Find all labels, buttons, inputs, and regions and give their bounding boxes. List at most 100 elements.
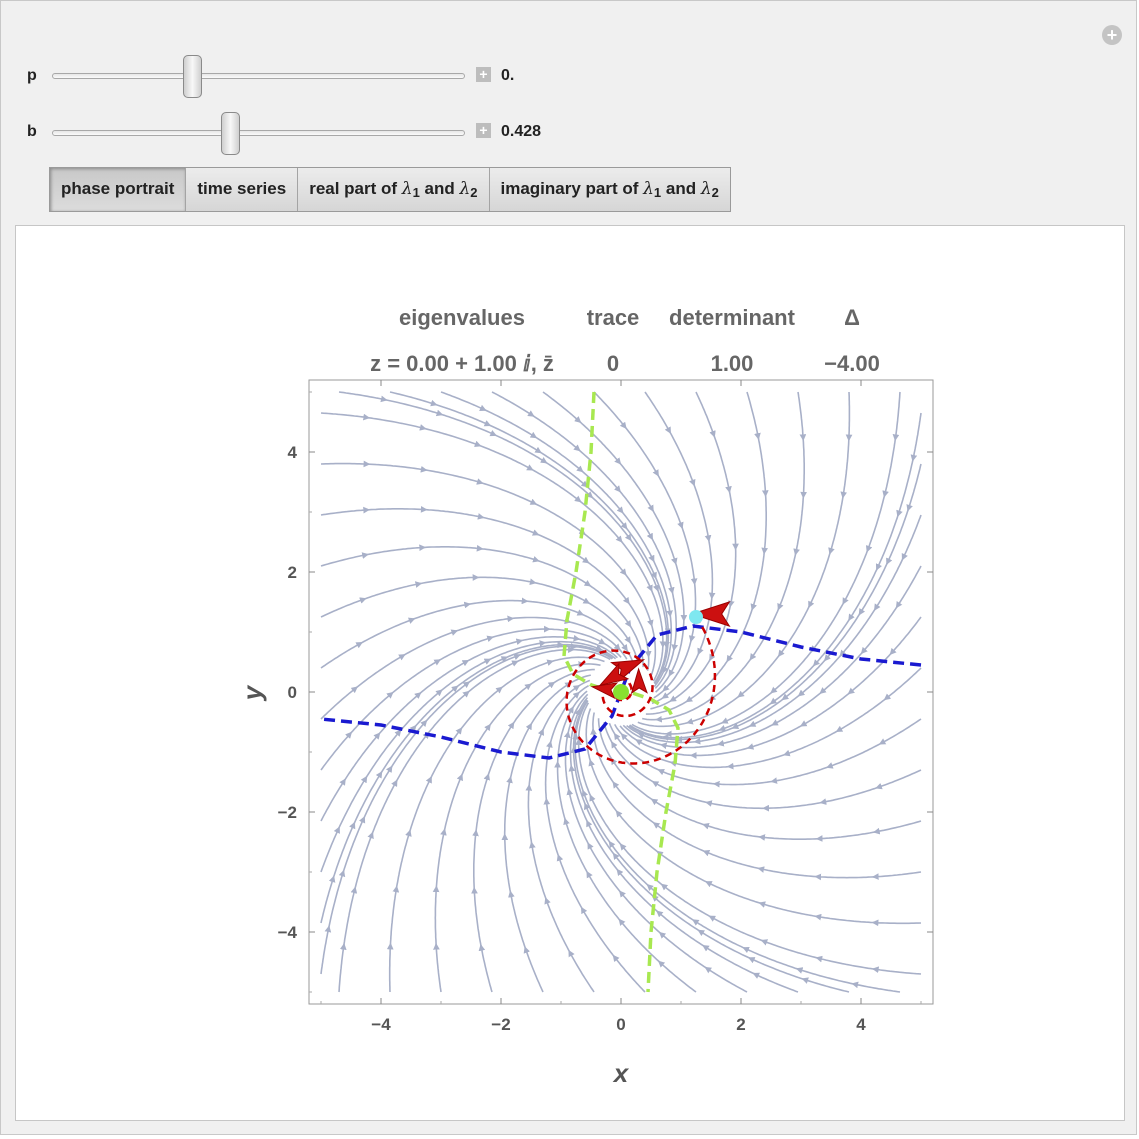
stream-arrow [532,556,540,563]
stream-arrow [708,915,717,922]
stream-arrow [355,641,363,649]
stream-arrow [529,431,538,439]
stream-arrow [478,944,486,952]
stream-arrow [486,635,494,642]
stream-arrow [910,454,918,462]
stream-arrow [823,654,831,662]
stream-arrow [671,557,678,565]
stream-arrow [656,910,664,918]
stream-arrow [621,643,628,652]
green-nullcline [562,391,610,693]
stream-arrow [697,929,706,937]
stream-arrow [874,603,881,611]
stream-arrow [414,581,423,588]
stream-arrow [568,764,576,772]
stream-arrow [839,649,847,657]
stream-arrow [523,946,531,954]
trajectory-path [565,616,717,765]
y-tick-label: 0 [288,683,297,702]
stream-arrow [666,610,673,618]
stream-arrow [896,509,903,518]
stream-arrow [573,634,581,642]
stream-arrow [398,654,406,661]
tab-imaginary-part[interactable]: imaginary part of λ1 and λ2 [489,168,730,211]
stream-arrow [489,430,497,437]
stream-arrow [409,724,417,733]
stream-arrow [686,718,694,725]
p-plus-icon[interactable]: + [476,67,491,82]
stream-arrow [814,913,822,921]
stream-arrow [614,457,622,465]
p-slider[interactable] [52,73,465,79]
stream-arrow [742,946,750,954]
stream-line [320,508,650,671]
b-plus-icon[interactable]: + [476,123,491,138]
stream-arrow [611,741,618,749]
stream-arrow [619,890,626,898]
stream-arrow [635,739,643,746]
stream-arrow [324,925,332,933]
stream-arrow [669,695,677,702]
stream-arrow [508,890,515,898]
stream-line [608,718,922,786]
stream-arrow [455,727,463,735]
stream-line [338,648,611,993]
tab-time-series[interactable]: time series [186,168,299,211]
stream-arrow [709,430,716,438]
stream-arrow [435,409,444,417]
p-slider-thumb[interactable] [183,55,203,98]
stream-arrow [648,554,655,563]
stream-arrow [367,831,374,840]
b-slider[interactable] [52,130,465,136]
stream-arrow [848,613,855,621]
stream-arrow [624,533,632,542]
stream-arrow [405,829,412,837]
stream-arrow [586,870,593,879]
stream-arrow [483,658,492,665]
stream-line [503,674,591,993]
stream-arrow [819,798,827,805]
stream-arrow [612,781,620,789]
stream-arrow [576,465,584,473]
stream-arrow [619,568,627,576]
stream-arrow [746,743,755,750]
stream-arrow [646,883,654,891]
stream-arrow [906,504,913,512]
tab-phase-portrait[interactable]: phase portrait [50,168,187,211]
stream-arrow [895,600,903,609]
add-icon[interactable]: + [1102,25,1122,45]
x-tick-label: 4 [856,1015,866,1034]
stream-arrow [507,721,515,730]
stream-arrow [563,817,570,826]
stream-line [564,693,748,993]
stream-arrow [651,781,660,788]
y-tick-label: −4 [278,923,298,942]
stream-line [597,718,922,840]
stream-line [320,643,614,924]
stream-line [320,616,628,720]
stream-line [569,697,799,993]
view-tabs: phase portrait time series real part of … [49,167,731,212]
p-label: p [27,67,37,84]
stream-arrow [483,773,490,781]
stream-arrow [572,691,580,699]
stream-arrow [338,869,346,878]
stream-arrow [770,777,778,784]
tab-real-part[interactable]: real part of λ1 and λ2 [298,168,490,211]
stream-arrow [662,684,670,692]
stream-arrow [526,464,534,471]
stream-arrow [576,609,585,616]
stream-line [650,391,737,710]
stream-arrow [705,881,713,888]
stream-line [320,412,664,682]
stream-arrow [456,773,463,782]
stream-arrow [726,654,733,663]
stream-arrow [589,794,596,802]
stream-arrow [793,548,800,556]
stream-arrow [616,868,624,877]
stream-arrow [828,547,835,555]
b-slider-thumb[interactable] [220,112,240,155]
stream-arrow [507,615,515,623]
stream-arrow [662,666,669,674]
stream-arrow [901,552,908,561]
